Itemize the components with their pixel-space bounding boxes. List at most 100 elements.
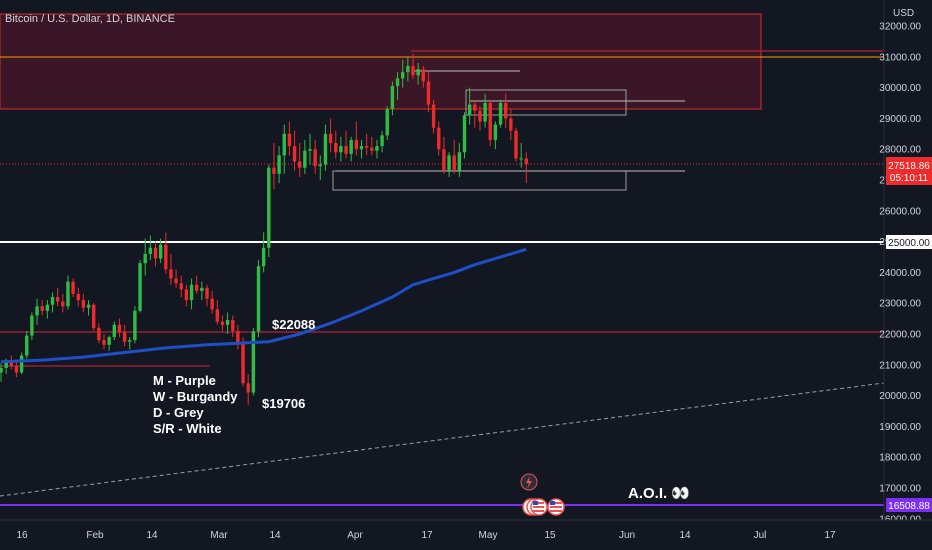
candle-body[interactable] — [133, 310, 137, 341]
candle-body[interactable] — [272, 167, 276, 174]
candle-body[interactable] — [318, 164, 322, 167]
candle-body[interactable] — [122, 332, 127, 342]
candle-body[interactable] — [158, 244, 163, 259]
candle-body[interactable] — [261, 247, 266, 267]
candle-body[interactable] — [431, 104, 436, 128]
candle-body[interactable] — [509, 118, 513, 131]
candle-body[interactable] — [195, 284, 199, 291]
candle-body[interactable] — [514, 130, 518, 159]
candle-body[interactable] — [225, 320, 230, 325]
candle-body[interactable] — [66, 281, 70, 307]
candle-body[interactable] — [292, 146, 297, 162]
candle-body[interactable] — [467, 104, 472, 116]
candle-body[interactable] — [143, 253, 147, 264]
candle-body[interactable] — [452, 155, 456, 171]
candle-body[interactable] — [236, 330, 240, 344]
candle-body[interactable] — [308, 149, 312, 151]
candle-body[interactable] — [179, 283, 183, 290]
us-flag-event-icon-2[interactable] — [547, 498, 565, 516]
candle-body[interactable] — [220, 321, 225, 325]
candle-body[interactable] — [267, 167, 271, 248]
candle-body[interactable] — [498, 103, 503, 125]
candle-body[interactable] — [148, 247, 153, 254]
candle-body[interactable] — [277, 155, 281, 174]
candle-body[interactable] — [313, 149, 317, 167]
candle-body[interactable] — [40, 306, 44, 311]
candle-body[interactable] — [112, 324, 116, 338]
candle-body[interactable] — [375, 146, 379, 151]
candle-body[interactable] — [9, 361, 13, 367]
grey-box-upper[interactable] — [465, 89, 627, 116]
candle-body[interactable] — [107, 337, 111, 345]
candle-body[interactable] — [92, 304, 96, 328]
candle-body[interactable] — [138, 263, 142, 311]
candle-body[interactable] — [364, 146, 369, 148]
candle-body[interactable] — [164, 244, 168, 270]
candle-body[interactable] — [35, 306, 39, 316]
candle-body[interactable] — [354, 139, 359, 150]
candle-body[interactable] — [483, 103, 487, 122]
candle-body[interactable] — [117, 324, 122, 333]
candle-body[interactable] — [210, 298, 214, 310]
candle-body[interactable] — [174, 278, 178, 284]
candle-body[interactable] — [370, 147, 374, 151]
candle-body[interactable] — [45, 304, 50, 311]
candle-body[interactable] — [380, 135, 384, 147]
candle-body[interactable] — [81, 300, 86, 308]
lightning-icon[interactable] — [520, 473, 538, 491]
candle-body[interactable] — [524, 158, 528, 165]
us-flag-event-icon[interactable] — [522, 498, 548, 516]
candle-body[interactable] — [426, 81, 431, 105]
resistance-zone[interactable] — [0, 13, 762, 110]
candle-body[interactable] — [102, 340, 106, 345]
candle-body[interactable] — [298, 161, 302, 168]
candle-body[interactable] — [519, 158, 523, 160]
candle-body[interactable] — [153, 247, 158, 259]
candle-body[interactable] — [462, 115, 467, 153]
price-axis[interactable] — [884, 0, 932, 520]
time-axis[interactable] — [0, 520, 932, 550]
candle-body[interactable] — [25, 335, 29, 356]
candle-body[interactable] — [390, 86, 395, 110]
candle-body[interactable] — [395, 78, 400, 87]
candle-body[interactable] — [86, 304, 91, 308]
candle-body[interactable] — [328, 133, 333, 144]
trendline-dashed[interactable] — [0, 382, 885, 497]
candle-body[interactable] — [97, 327, 101, 341]
candle-body[interactable] — [50, 297, 55, 305]
candle-body[interactable] — [246, 383, 250, 393]
candle-body[interactable] — [0, 367, 3, 373]
moving-average-line[interactable] — [0, 247, 527, 364]
candle-body[interactable] — [19, 355, 24, 373]
candle-body[interactable] — [189, 284, 194, 301]
candle-body[interactable] — [303, 150, 307, 168]
candle-body[interactable] — [504, 103, 508, 119]
candle-body[interactable] — [71, 281, 75, 294]
candle-body[interactable] — [406, 66, 410, 73]
candle-body[interactable] — [359, 146, 364, 150]
candle-body[interactable] — [200, 287, 204, 291]
candle-body[interactable] — [421, 69, 425, 82]
candle-body[interactable] — [4, 361, 8, 368]
candle-body[interactable] — [349, 139, 353, 154]
candle-body[interactable] — [437, 127, 441, 150]
candle-body[interactable] — [231, 320, 235, 331]
candle-body[interactable] — [478, 110, 482, 122]
candle-body[interactable] — [30, 315, 34, 336]
candle-body[interactable] — [205, 287, 209, 299]
candle-body[interactable] — [339, 146, 343, 153]
candle-body[interactable] — [411, 66, 415, 76]
candle-body[interactable] — [241, 343, 245, 384]
candle-body[interactable] — [61, 301, 65, 307]
candle-body[interactable] — [385, 109, 389, 136]
candle-body[interactable] — [251, 331, 256, 393]
candle-body[interactable] — [457, 152, 462, 171]
candle-body[interactable] — [334, 143, 338, 153]
candle-body[interactable] — [215, 309, 219, 322]
candle-body[interactable] — [488, 103, 492, 140]
candle-body[interactable] — [14, 366, 19, 373]
candle-body[interactable] — [282, 133, 286, 156]
candle-body[interactable] — [416, 69, 420, 76]
candle-body[interactable] — [287, 133, 292, 147]
